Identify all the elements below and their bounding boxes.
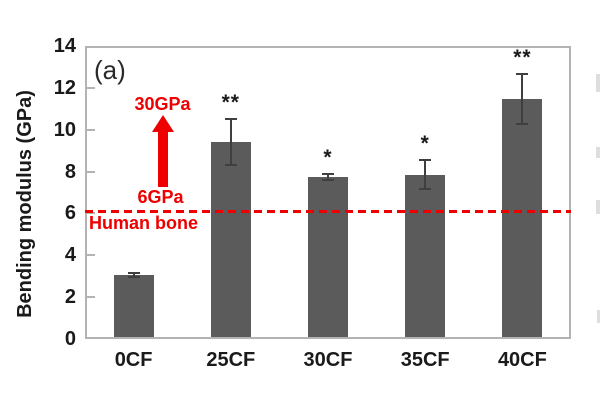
error-bar-cap-bottom [419,188,432,191]
error-bar-cap-bottom [127,276,140,279]
significance-marker-30cf: * [323,145,333,169]
x-tick-label-0cf: 0CF [114,349,153,371]
significance-marker-40cf: ** [513,46,532,70]
up-arrow-shaft [158,130,168,187]
error-bar-cap-bottom [224,164,237,167]
error-bar-cap-bottom [516,123,529,126]
y-tick-mark [87,296,95,299]
y-tick-label: 12 [53,76,76,99]
error-bar-cap-top [224,118,237,121]
error-bar-cap-top [419,159,432,162]
error-bar-25cf [229,119,232,166]
x-tick-label-30cf: 30CF [303,349,353,371]
y-tick-mark [87,212,95,215]
y-tick-label: 0 [64,328,76,350]
error-bar-0cf [132,273,135,278]
bar-30cf [308,176,348,337]
significance-marker-35cf: * [420,132,430,156]
adjacent-panel-fragment [596,147,600,158]
significance-marker-25cf: ** [221,91,240,115]
error-bar-cap-bottom [322,178,334,181]
y-tick-label: 10 [53,118,76,141]
error-bar-cap-top [127,272,140,275]
error-bar-cap-top [516,73,529,76]
error-bar-40cf [521,74,524,125]
x-tick-label-35cf: 35CF [400,349,450,371]
y-tick-mark [87,86,95,89]
y-tick-mark [87,128,95,131]
bar-35cf [405,174,446,337]
adjacent-panel-fragment [597,310,600,323]
bar-25cf [210,142,251,337]
up-arrow-icon [152,115,174,132]
arrow-bottom-label: 6GPa [137,187,184,207]
y-tick-label: 2 [64,286,76,309]
y-tick-mark [87,170,95,173]
error-bar-cap-top [322,172,334,175]
y-tick-label: 6 [64,202,76,225]
y-tick-label: 4 [64,244,76,267]
panel-label: (a) [94,55,126,85]
adjacent-panel-fragment [596,200,600,214]
bar-0cf [113,275,154,337]
reference-line-label: Human bone [89,213,199,233]
human-bone-reference-line [85,209,571,213]
y-tick-label: 8 [64,160,76,183]
x-tick-label-40cf: 40CF [497,349,547,371]
adjacent-panel-fragment [596,74,600,92]
y-tick-mark [87,254,95,257]
x-tick-label-25cf: 25CF [206,349,256,371]
error-bar-35cf [424,160,427,190]
bar-40cf [502,99,543,337]
error-bar-30cf [327,173,329,180]
arrow-top-label: 30GPa [134,94,191,114]
y-tick-label: 14 [53,35,76,57]
